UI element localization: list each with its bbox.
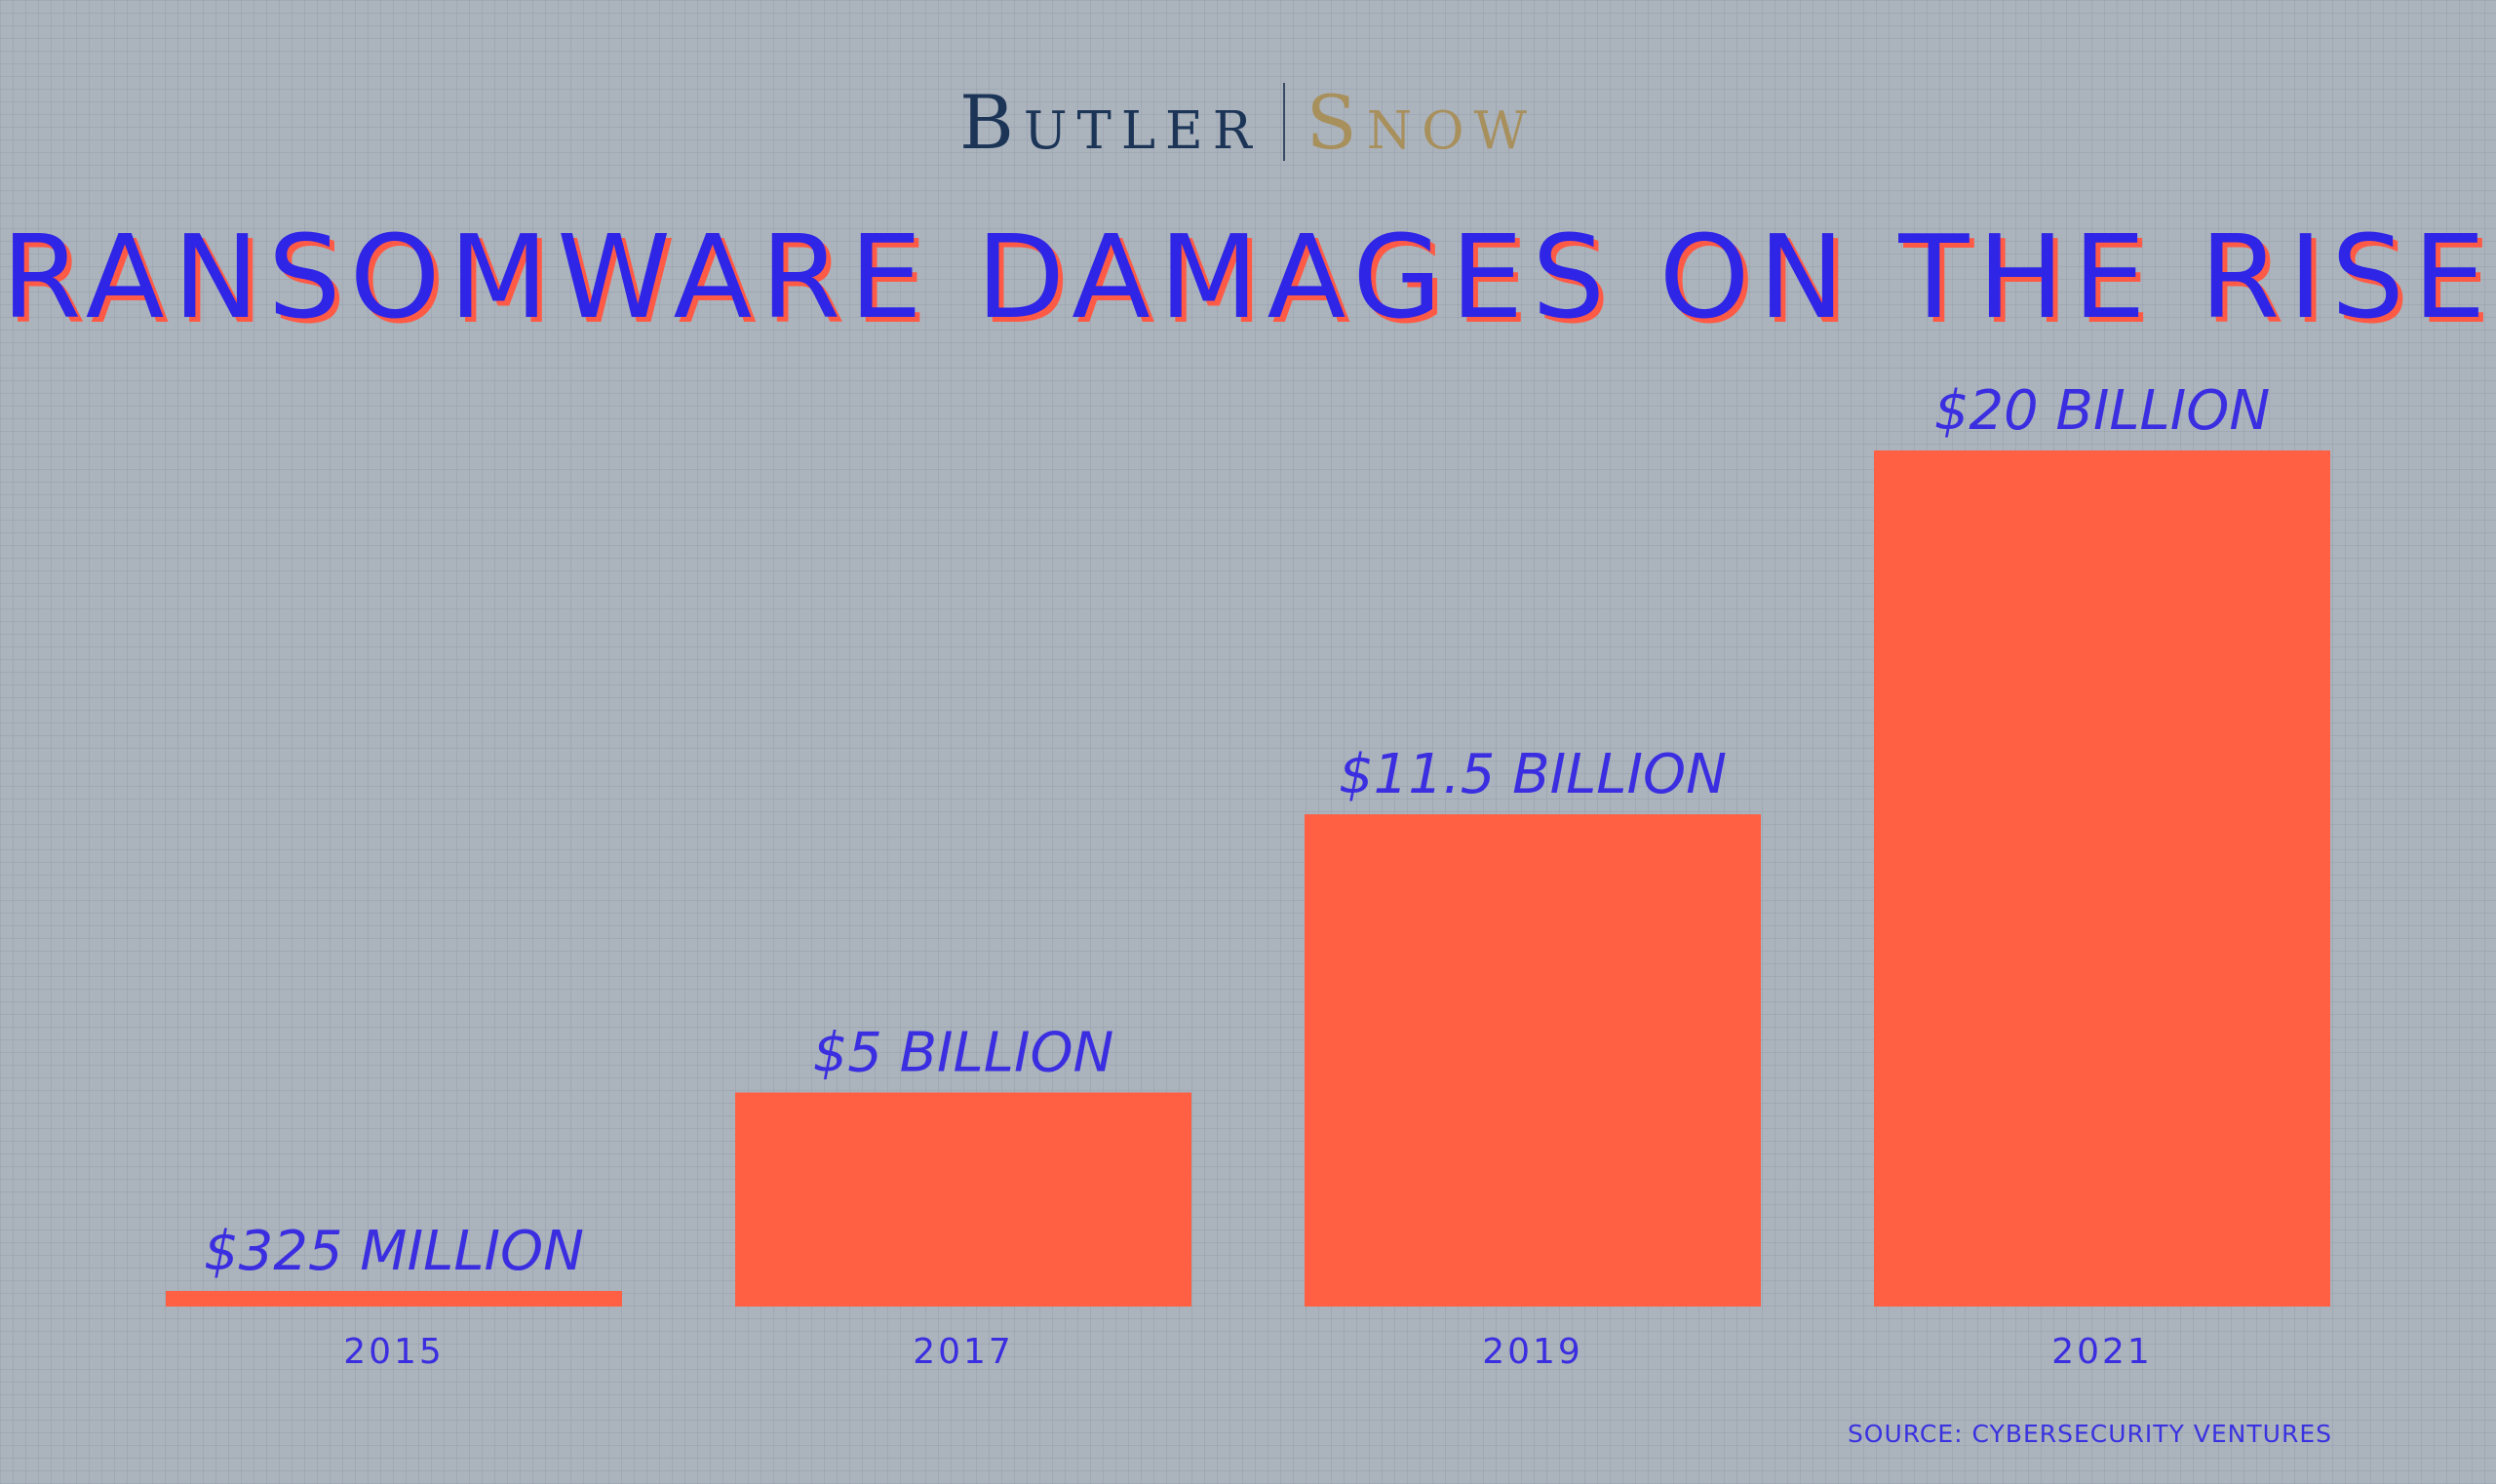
bar-2019 — [1305, 814, 1761, 1307]
data-label-2019: $11.5 BILLION — [1339, 743, 1727, 806]
data-label-2015: $325 MILLION — [204, 1220, 584, 1283]
bar-2021 — [1874, 450, 2330, 1307]
data-label-2021: $20 BILLION — [1934, 379, 2271, 443]
x-tick-label-2019: 2019 — [1482, 1332, 1583, 1372]
x-tick-label-2021: 2021 — [2051, 1332, 2153, 1372]
brand-name-left: Butler — [958, 78, 1262, 166]
brand-divider — [1282, 83, 1285, 161]
bar-2015 — [166, 1291, 622, 1307]
x-tick-label-2017: 2017 — [913, 1332, 1014, 1372]
data-label-2017: $5 BILLION — [813, 1022, 1114, 1085]
chart-title: RANSOMWARE DAMAGES ON THE RISE — [1, 210, 2495, 344]
brand-logo: Butler Snow — [0, 78, 2496, 166]
brand-name-right: Snow — [1306, 78, 1538, 166]
bar-2017 — [735, 1092, 1191, 1307]
source-note: SOURCE: CYBERSECURITY VENTURES — [1847, 1420, 2332, 1448]
x-tick-label-2015: 2015 — [343, 1332, 445, 1372]
